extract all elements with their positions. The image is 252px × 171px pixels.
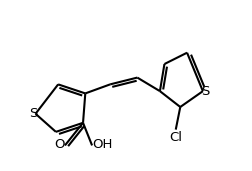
Text: Cl: Cl [169, 131, 182, 144]
Text: OH: OH [92, 138, 112, 151]
Text: S: S [201, 85, 209, 98]
Text: O: O [54, 138, 65, 151]
Text: S: S [29, 107, 38, 120]
